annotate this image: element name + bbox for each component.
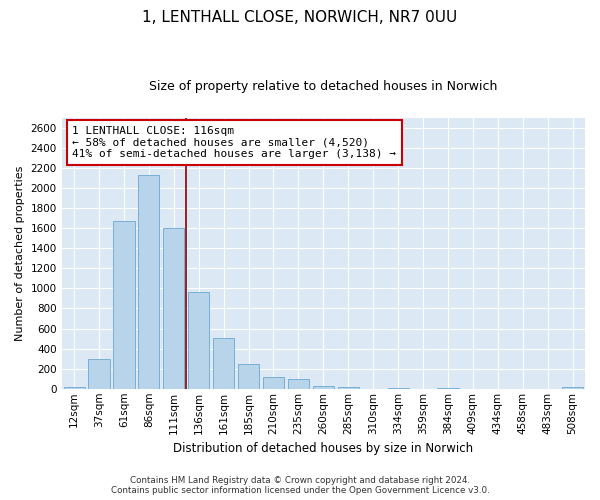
Bar — [238, 364, 259, 389]
Bar — [437, 388, 458, 389]
Bar — [188, 292, 209, 389]
Bar — [213, 338, 234, 389]
Bar — [163, 228, 184, 389]
Bar — [64, 387, 85, 389]
Bar — [388, 388, 409, 389]
Bar — [313, 386, 334, 389]
Title: Size of property relative to detached houses in Norwich: Size of property relative to detached ho… — [149, 80, 497, 93]
Y-axis label: Number of detached properties: Number of detached properties — [15, 166, 25, 341]
Bar — [288, 379, 309, 389]
X-axis label: Distribution of detached houses by size in Norwich: Distribution of detached houses by size … — [173, 442, 473, 455]
Bar — [138, 175, 160, 389]
Bar — [113, 221, 134, 389]
Bar — [338, 387, 359, 389]
Text: Contains HM Land Registry data © Crown copyright and database right 2024.
Contai: Contains HM Land Registry data © Crown c… — [110, 476, 490, 495]
Bar — [88, 359, 110, 389]
Text: 1, LENTHALL CLOSE, NORWICH, NR7 0UU: 1, LENTHALL CLOSE, NORWICH, NR7 0UU — [142, 10, 458, 25]
Bar — [263, 376, 284, 389]
Bar — [562, 387, 583, 389]
Text: 1 LENTHALL CLOSE: 116sqm
← 58% of detached houses are smaller (4,520)
41% of sem: 1 LENTHALL CLOSE: 116sqm ← 58% of detach… — [72, 126, 396, 159]
